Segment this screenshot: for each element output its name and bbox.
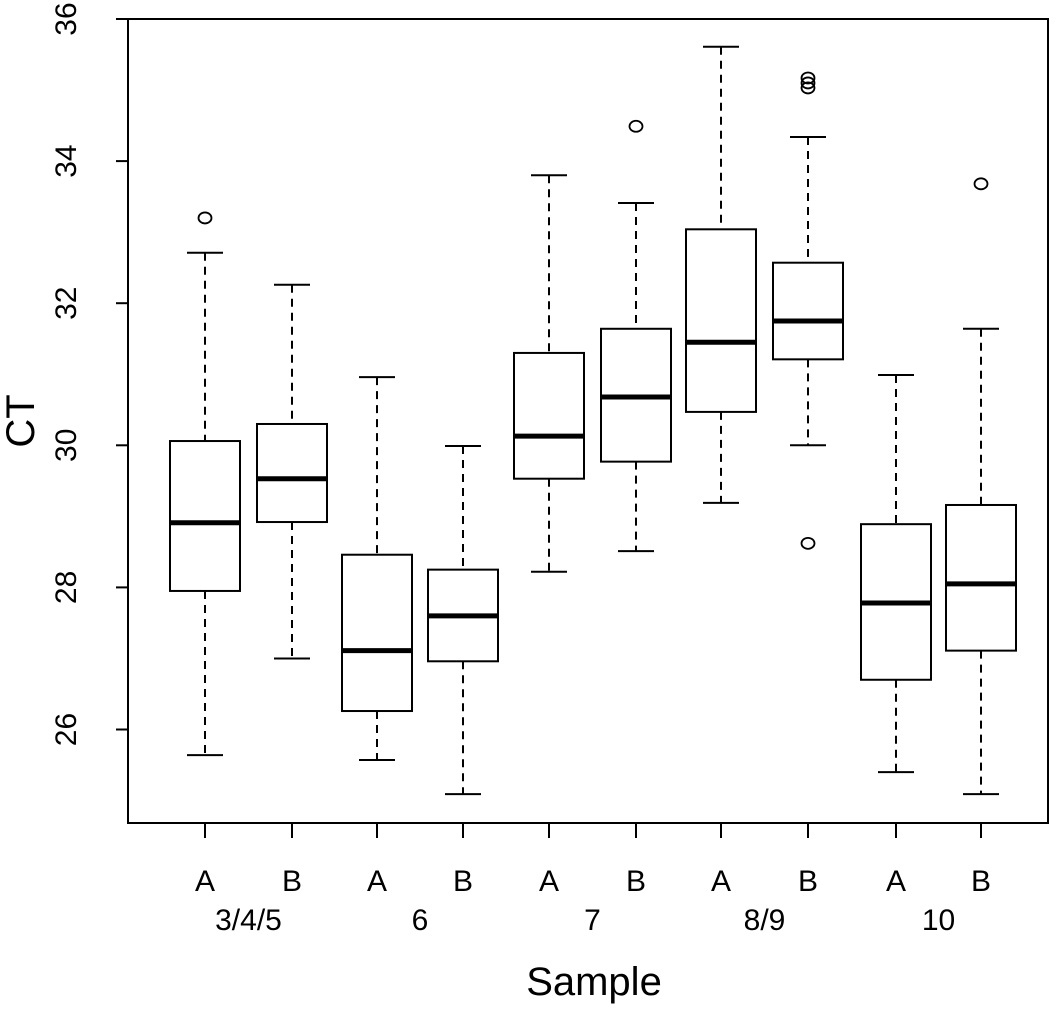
- group-label: 6: [412, 904, 429, 937]
- boxes: [169, 45, 1017, 796]
- outlier-point: [800, 536, 816, 550]
- box-10-A: [860, 373, 932, 774]
- x-tick-label: B: [798, 865, 818, 898]
- box-10-B: [945, 177, 1017, 796]
- y-tick-label: 32: [50, 287, 83, 320]
- outlier-point: [800, 71, 816, 85]
- iqr-box: [685, 228, 757, 413]
- outlier-point: [800, 81, 816, 95]
- iqr-box: [341, 553, 413, 713]
- y-tick-label: 36: [50, 2, 83, 35]
- group-label: 7: [584, 904, 601, 937]
- x-tick-label: A: [711, 865, 731, 898]
- iqr-box: [945, 503, 1017, 652]
- iqr-box: [169, 440, 241, 592]
- group-label: 8/9: [744, 904, 786, 937]
- box-6-A: [341, 376, 413, 762]
- y-axis: 26 28 30 32 34 36: [50, 2, 129, 746]
- box-3/4/5-A: [169, 211, 241, 757]
- x-tick-label: A: [886, 865, 906, 898]
- outlier-point: [197, 211, 213, 225]
- x-tick-label: A: [195, 865, 215, 898]
- y-axis-title: CT: [0, 394, 43, 447]
- outlier-point: [800, 76, 816, 90]
- x-tick-label: A: [539, 865, 559, 898]
- box-3/4/5-B: [256, 283, 328, 660]
- plot-frame: [127, 18, 1049, 824]
- x-tick-label: A: [367, 865, 387, 898]
- box-8/9-B: [772, 71, 844, 550]
- iqr-box: [772, 261, 844, 361]
- x-tick-label: B: [453, 865, 473, 898]
- x-tick-label: B: [626, 865, 646, 898]
- y-tick-label: 26: [50, 713, 83, 746]
- iqr-box: [513, 351, 585, 480]
- outlier-point: [973, 177, 989, 191]
- group-label: 3/4/5: [215, 904, 282, 937]
- box-8/9-A: [685, 45, 757, 504]
- y-tick-label: 30: [50, 429, 83, 462]
- outlier-point: [628, 119, 644, 133]
- x-axis-title: Sample: [526, 960, 662, 1004]
- y-tick-label: 34: [50, 144, 83, 177]
- box-7-A: [513, 174, 585, 573]
- x-tick-label: B: [282, 865, 302, 898]
- box-7-B: [600, 119, 672, 553]
- iqr-box: [256, 422, 328, 524]
- x-tick-label: B: [971, 865, 991, 898]
- box-6-B: [427, 445, 499, 796]
- y-tick-label: 28: [50, 571, 83, 604]
- group-label: 10: [922, 904, 955, 937]
